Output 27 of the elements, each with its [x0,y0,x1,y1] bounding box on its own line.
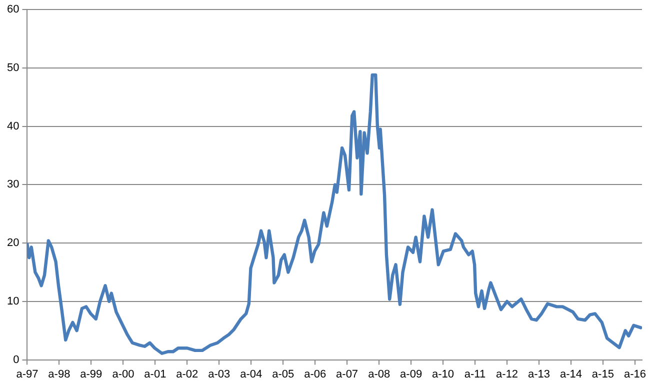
x-tick-label: a-98 [48,368,70,380]
x-tick-label: a-03 [208,368,230,380]
x-tick-label: a-00 [112,368,134,380]
x-tick-label: a-04 [240,368,262,380]
x-tick-label: a-15 [592,368,614,380]
x-tick-label: a-02 [176,368,198,380]
x-tick-label: a-05 [272,368,294,380]
y-tick-label: 30 [6,178,20,191]
y-tick-label: 60 [6,4,20,16]
x-tick-label: a-99 [80,368,102,380]
y-tick-label: 0 [13,354,20,366]
x-tick-label: a-09 [400,368,422,380]
x-tick-label: a-12 [496,368,518,380]
y-tick-label: 40 [6,120,20,132]
x-tick-label: a-13 [528,368,550,380]
x-tick-label: a-08 [368,368,390,380]
x-tick-label: a-07 [336,368,358,380]
y-tick-label: 50 [6,62,20,74]
x-tick-label: a-11 [464,368,486,380]
x-tick-label: a-97 [16,368,38,380]
y-tick-label: 20 [6,237,20,250]
x-tick-label: a-06 [304,368,326,380]
x-tick-label: a-10 [432,368,454,380]
x-tick-label: a-01 [144,368,166,380]
y-tick-label: 10 [6,295,20,308]
x-tick-label: a-14 [560,368,582,380]
x-tick-label: a-16 [624,368,646,380]
